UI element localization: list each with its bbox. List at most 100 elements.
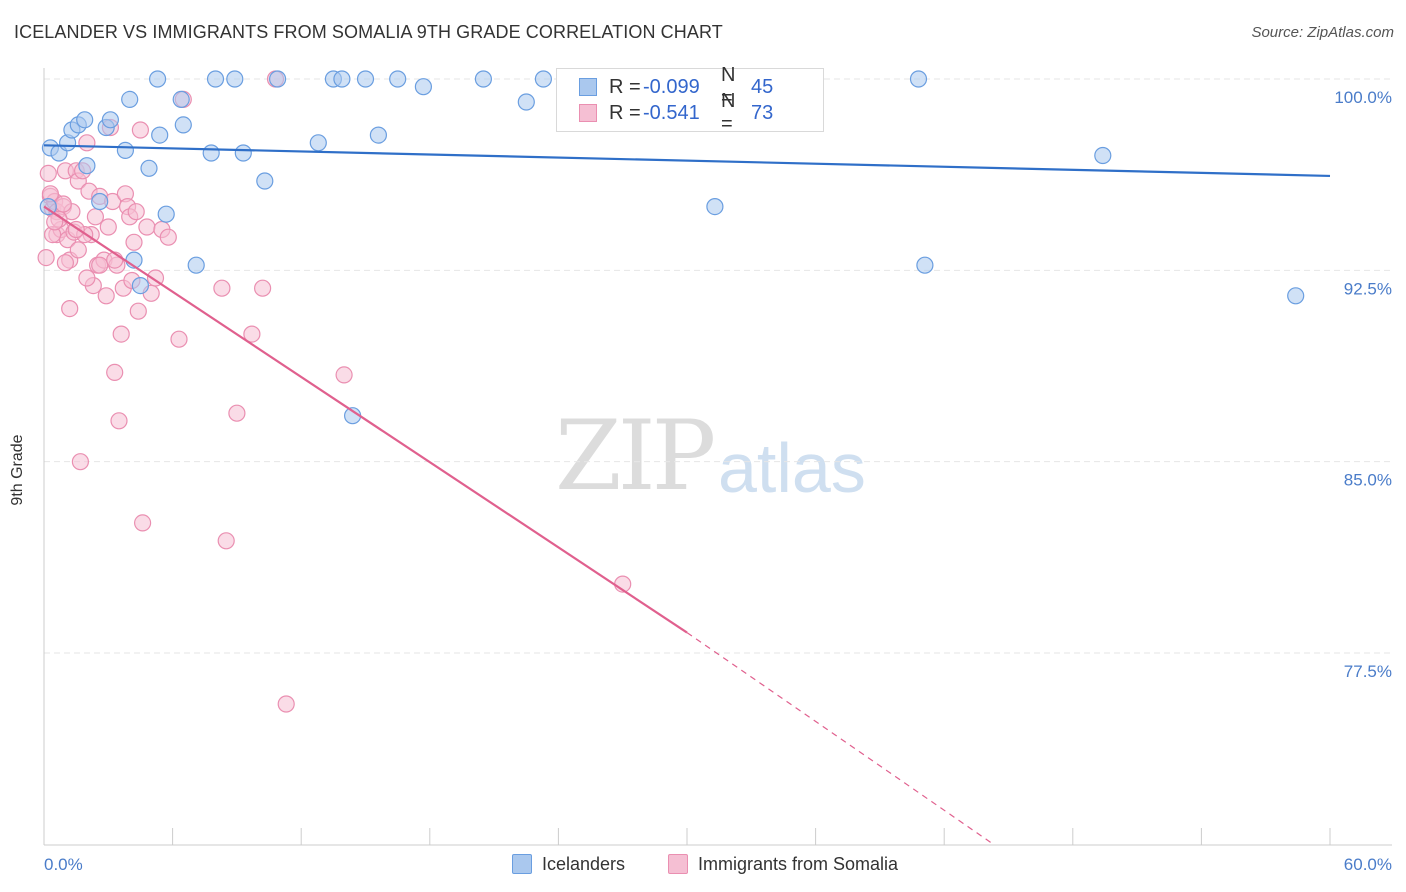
watermark-zip: ZIP xyxy=(555,400,716,512)
icelander-point xyxy=(131,277,149,295)
legend-r-label: R = xyxy=(609,101,641,124)
grid-layer xyxy=(44,78,1392,654)
x-tick-label: 60.0% xyxy=(1344,855,1392,874)
somalia-point xyxy=(228,404,246,422)
legend-swatch-pink xyxy=(579,104,597,122)
icelander-point xyxy=(909,70,928,88)
somalia-point xyxy=(78,269,96,287)
somalia-point xyxy=(86,208,105,226)
somalia-point xyxy=(129,302,147,320)
icelander-point xyxy=(202,144,220,162)
icelander-point xyxy=(234,144,252,162)
somalia-point xyxy=(112,325,130,343)
somalia-point xyxy=(277,695,295,713)
somalia-point xyxy=(110,412,128,430)
legend-r-value: -0.099 xyxy=(643,75,700,98)
icelander-point xyxy=(91,192,109,211)
somalia-point xyxy=(69,241,87,259)
icelander-point xyxy=(414,78,432,96)
somalia-point xyxy=(138,218,156,236)
somalia-point xyxy=(217,532,235,550)
somalia-point xyxy=(54,195,72,213)
somalia-point xyxy=(61,300,79,318)
somalia-point xyxy=(78,134,96,152)
icelander-point xyxy=(172,90,190,109)
somalia-point xyxy=(127,203,145,221)
x-tick-label: 0.0% xyxy=(44,855,83,874)
icelander-point xyxy=(157,205,175,223)
legend-n-label: N = xyxy=(721,90,736,135)
icelander-point xyxy=(474,70,492,88)
bottom-legend-swatch-pink xyxy=(668,854,688,874)
legend-swatch-blue xyxy=(579,78,597,96)
somalia-point xyxy=(97,287,115,305)
label-layer: 100.0% 92.5% 85.0% 77.5% 0.0% 60.0% xyxy=(44,88,1392,874)
y-tick-label: 77.5% xyxy=(1344,662,1392,681)
icelander-point xyxy=(389,70,407,88)
icelander-point xyxy=(256,172,274,190)
somalia-point xyxy=(39,164,57,182)
somalia-point xyxy=(91,256,109,274)
somalia-point xyxy=(254,279,272,297)
somalia-point xyxy=(213,279,231,297)
icelander-point xyxy=(1094,146,1112,165)
somalia-point xyxy=(335,366,353,384)
somalia-point xyxy=(99,218,117,236)
icelander-point xyxy=(706,198,724,216)
icelander-point xyxy=(1287,287,1305,305)
icelander-point xyxy=(174,116,192,134)
y-tick-label: 100.0% xyxy=(1334,88,1392,107)
icelander-point xyxy=(116,141,135,159)
legend-row-icelanders: R = -0.099 N = 45 xyxy=(579,64,774,109)
legend-n-value: 45 xyxy=(751,75,774,98)
somalia-point xyxy=(125,233,143,251)
somalia-point xyxy=(159,228,177,246)
somalia-trendline-extension xyxy=(686,632,994,845)
icelander-point xyxy=(187,256,205,274)
icelander-point xyxy=(206,70,225,88)
icelander-point xyxy=(101,111,120,129)
bottom-legend-icelanders[interactable]: Icelanders xyxy=(512,852,625,876)
correlation-legend: R = -0.099 N = 45 R = -0.541 N = 73 xyxy=(556,64,824,135)
legend-n-value: 73 xyxy=(751,101,774,124)
icelander-point xyxy=(269,70,287,88)
icelander-point xyxy=(140,159,158,177)
bottom-legend-swatch-blue xyxy=(512,854,532,874)
icelander-point xyxy=(309,134,327,152)
legend-r-value: -0.541 xyxy=(643,101,700,124)
somalia-point xyxy=(71,453,90,471)
icelander-point xyxy=(121,90,139,109)
icelander-point xyxy=(151,126,169,144)
icelander-point xyxy=(149,70,167,88)
icelander-point xyxy=(356,70,375,88)
somalia-point xyxy=(170,330,188,348)
icelander-point xyxy=(333,70,351,88)
somalia-point xyxy=(37,249,55,267)
watermark-atlas: atlas xyxy=(718,429,866,507)
somalia-point xyxy=(243,325,261,343)
somalia-point xyxy=(56,254,75,272)
bottom-legend-somalia[interactable]: Immigrants from Somalia xyxy=(668,852,898,876)
icelander-point xyxy=(39,198,57,216)
trend-layer xyxy=(43,144,1331,845)
bottom-legend-label: Icelanders xyxy=(542,853,626,874)
icelander-point xyxy=(534,70,553,88)
icelander-point xyxy=(226,70,244,88)
chart-title: ICELANDER VS IMMIGRANTS FROM SOMALIA 9TH… xyxy=(14,22,723,42)
y-tick-label: 85.0% xyxy=(1344,471,1392,490)
legend-r-label: R = xyxy=(609,75,641,98)
icelander-trendline xyxy=(43,144,1331,178)
legend-row-somalia: R = -0.541 N = 73 xyxy=(579,90,774,135)
y-tick-label: 92.5% xyxy=(1344,279,1392,298)
somalia-point xyxy=(106,363,124,381)
somalia-point xyxy=(131,121,149,139)
points-layer xyxy=(37,70,1305,713)
icelander-point xyxy=(76,111,94,129)
axis-layer xyxy=(43,68,1392,846)
somalia-trendline xyxy=(43,205,688,634)
somalia-point xyxy=(134,514,152,532)
legend-n-label: N = xyxy=(721,64,736,109)
icelander-point xyxy=(78,157,96,175)
bottom-legend-label: Immigrants from Somalia xyxy=(698,853,899,874)
